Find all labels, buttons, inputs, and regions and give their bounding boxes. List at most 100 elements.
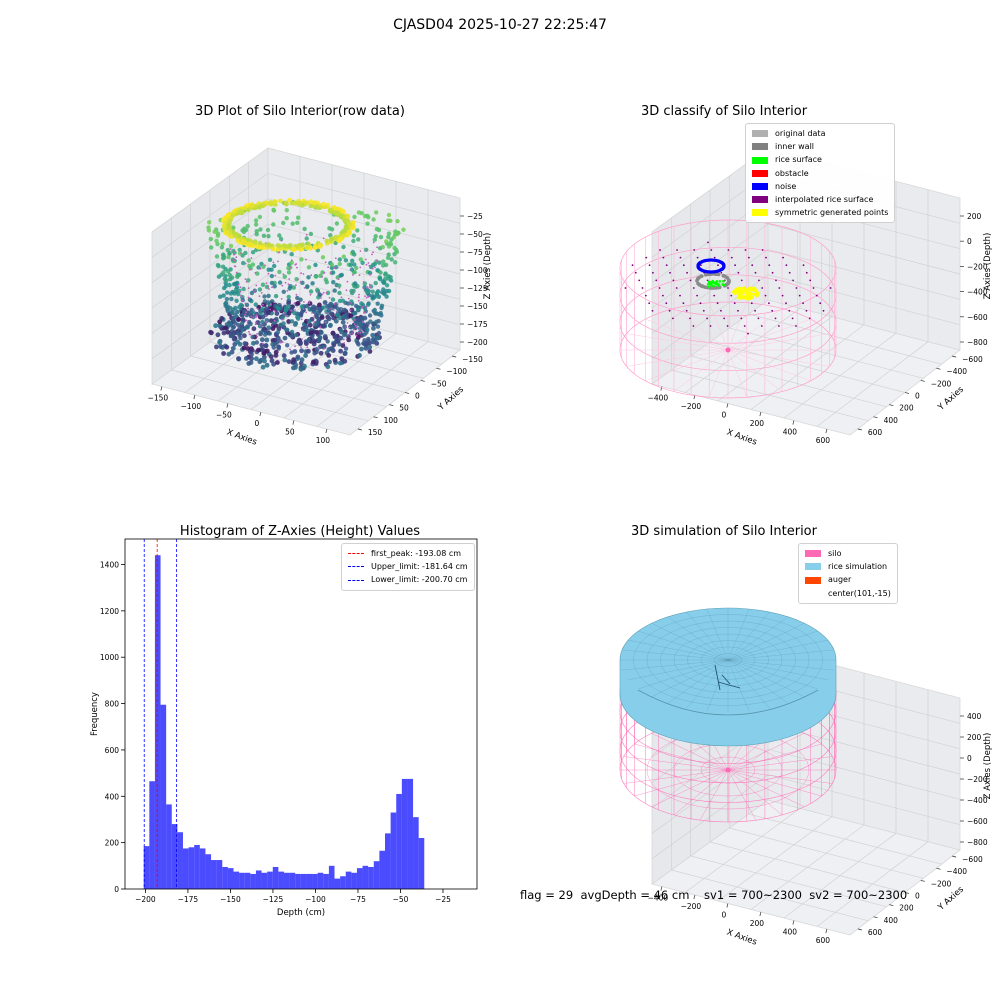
p4-x-tick — [726, 903, 729, 908]
p1-point — [293, 322, 298, 327]
p2-symmetric-point — [744, 289, 748, 293]
p1-point — [266, 293, 271, 299]
p1-point — [307, 322, 313, 328]
p2-interpolated-point — [689, 317, 691, 320]
p2-interpolated-point — [791, 317, 794, 320]
p1-point — [338, 327, 343, 333]
p1-mesh-point — [311, 312, 313, 314]
p1-mesh-point — [317, 347, 319, 349]
p1-mesh-point — [284, 312, 286, 315]
p1-point — [277, 233, 282, 238]
p1-point — [298, 297, 303, 302]
p1-point — [317, 244, 322, 249]
histogram-legend-item: Lower_limit: -200.70 cm — [348, 573, 468, 586]
p1-mesh-point — [305, 233, 308, 236]
p1-mesh-point — [345, 325, 347, 328]
p1-point — [265, 227, 271, 233]
p1-mesh-point — [310, 274, 313, 277]
p1-point — [375, 324, 381, 329]
p1-z-tick-label: −100 — [467, 266, 488, 275]
p1-point — [230, 310, 235, 315]
p1-z-tick-label: −150 — [467, 302, 488, 311]
histogram-bar — [154, 555, 161, 889]
p1-point — [367, 270, 373, 276]
p2-interpolated-point — [761, 249, 764, 251]
p2-interpolated-point — [730, 294, 733, 297]
p4-y-tick-label: 400 — [884, 916, 899, 925]
p2-inner-wall-point — [699, 274, 703, 279]
p1-mesh-point — [284, 314, 287, 317]
p1-point — [240, 312, 245, 318]
p1-point — [364, 330, 369, 335]
p1-x-tick — [193, 394, 196, 400]
p1-point — [388, 218, 393, 223]
p1-mesh-point — [367, 262, 370, 264]
p1-point — [380, 244, 385, 250]
p1-point — [282, 357, 288, 363]
p1-point — [365, 321, 370, 326]
p1-mesh-point — [362, 305, 365, 307]
p1-point — [394, 231, 400, 237]
p1-point — [383, 271, 388, 276]
p1-point — [269, 273, 274, 279]
p1-point — [283, 201, 289, 207]
p1-mesh-point — [352, 291, 355, 293]
p1-point — [302, 363, 307, 369]
p1-point — [334, 210, 339, 215]
p1-point — [286, 319, 292, 324]
p1-point — [227, 231, 233, 237]
p1-point — [238, 302, 244, 308]
p4-y-tick — [904, 892, 910, 894]
p1-point — [285, 327, 290, 333]
p1-point — [262, 358, 267, 364]
p2-interpolated-point — [706, 317, 708, 320]
p1-mesh-point — [255, 284, 258, 287]
p4-x-tick-label: 600 — [816, 936, 831, 945]
p2-interpolated-point — [785, 264, 788, 267]
p4-y-tick — [873, 916, 878, 919]
p1-mesh-point — [281, 341, 284, 344]
p1-mesh-point — [252, 316, 255, 319]
p2-interpolated-point — [740, 317, 743, 320]
p1-point — [317, 308, 322, 314]
p1-point — [298, 340, 303, 346]
p1-mesh-point — [346, 280, 349, 283]
p1-point — [347, 222, 353, 227]
p1-point — [322, 334, 328, 339]
p1-mesh-point — [277, 260, 279, 263]
p1-point — [317, 302, 322, 308]
p4-legend-label: auger — [828, 575, 852, 585]
p1-point — [235, 339, 241, 345]
p1-mesh-point — [302, 308, 305, 310]
p1-mesh-point — [281, 318, 283, 321]
p1-point — [221, 330, 227, 336]
p1-mesh-point — [300, 272, 302, 275]
p1-point — [374, 226, 380, 232]
p1-mesh-point — [256, 333, 258, 335]
p1-mesh-point — [255, 314, 258, 317]
p4-legend-item: silo — [805, 547, 891, 560]
p1-mesh-point — [364, 249, 367, 252]
p2-interpolated-point — [727, 249, 730, 251]
p2-interpolated-point — [672, 279, 675, 282]
p2-legend-swatch — [752, 169, 768, 177]
p1-mesh-point — [239, 286, 242, 289]
histogram-y-tick-label: 0 — [114, 885, 119, 894]
p2-symmetric-point — [732, 289, 736, 293]
p1-point — [207, 220, 212, 225]
p4-legend-label: silo — [828, 549, 842, 558]
p1-point — [289, 350, 294, 355]
p2-center-marker — [725, 347, 731, 353]
p1-point — [206, 228, 212, 233]
p1-mesh-point — [329, 272, 332, 275]
p1-mesh-point — [299, 280, 302, 283]
p1-point — [261, 354, 267, 360]
p2-symmetric-point — [735, 287, 739, 291]
histogram-bar — [278, 871, 284, 889]
histogram-bar — [368, 866, 374, 889]
p2-interpolated-point — [655, 279, 658, 282]
p1-point — [337, 238, 342, 243]
p1-mesh-point — [244, 313, 247, 316]
p1-mesh-point — [235, 256, 238, 259]
p1-point — [265, 310, 271, 316]
